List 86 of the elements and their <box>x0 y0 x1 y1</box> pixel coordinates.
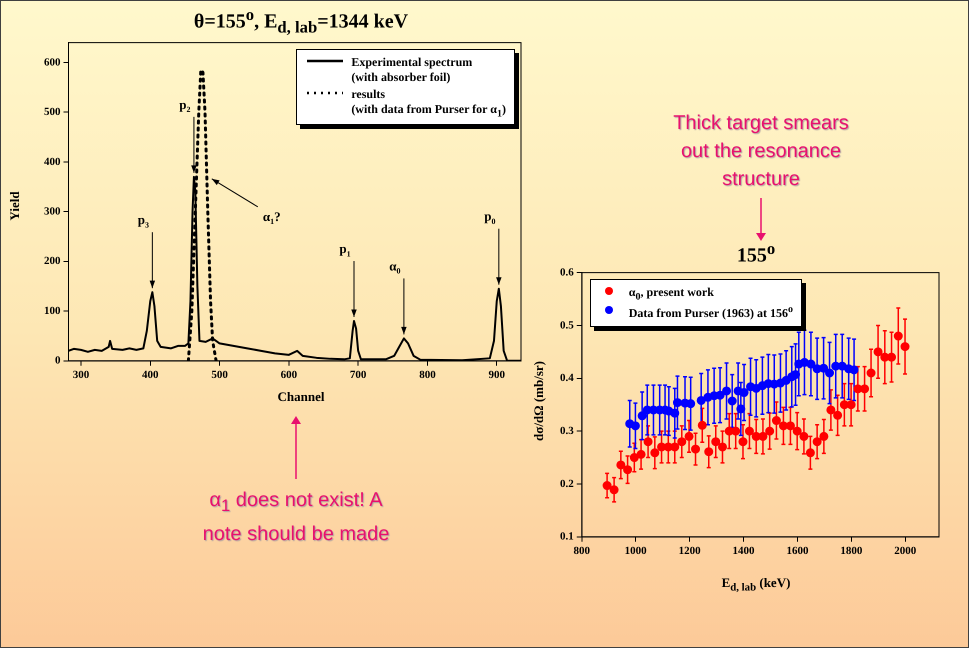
x-tick-label: 400 <box>142 369 160 382</box>
point <box>670 408 680 418</box>
y-tick-label: 100 <box>44 304 61 317</box>
x-tick-label: 1800 <box>840 545 863 558</box>
point <box>684 432 694 441</box>
x-tick-label: 1000 <box>624 545 648 558</box>
point <box>819 364 828 373</box>
legend-label: results (with data from Purser for α$_{1}$) <box>351 86 506 119</box>
x-tick-label: 500 <box>211 369 228 382</box>
point <box>650 448 660 458</box>
point <box>806 448 815 458</box>
y-tick-label: 0.1 <box>560 530 574 543</box>
point <box>826 405 836 414</box>
x-tick-label: 300 <box>72 369 90 382</box>
y-tick-label: 200 <box>44 255 61 268</box>
x-tick-label: 1400 <box>732 545 756 558</box>
point <box>704 447 714 456</box>
point <box>610 485 619 494</box>
point <box>686 399 696 408</box>
point <box>691 444 700 454</box>
point <box>866 368 876 378</box>
point <box>819 432 828 441</box>
point <box>696 396 706 405</box>
y-tick-label: 300 <box>44 205 61 218</box>
legend-label: Experimental spectrum (with absorber foil) <box>351 54 472 85</box>
point <box>736 404 746 414</box>
y-tick-label: 0.5 <box>560 319 574 332</box>
point <box>718 442 727 452</box>
point <box>846 400 856 410</box>
x-tick-label: 1600 <box>786 545 809 558</box>
point <box>765 426 774 436</box>
point <box>638 411 647 420</box>
legend-label: Data from Purser (1963) at 156$^{o}$ <box>628 304 793 321</box>
point <box>744 426 754 436</box>
point <box>772 416 781 426</box>
y-axis-title: Yield <box>7 191 23 221</box>
point <box>672 398 682 408</box>
point <box>623 465 632 474</box>
point <box>677 437 686 446</box>
x-tick-label: 1200 <box>678 545 702 558</box>
y-tick-label: 600 <box>44 56 61 68</box>
y-tick-label: 0.6 <box>560 266 574 278</box>
point <box>630 453 639 462</box>
point <box>894 332 903 341</box>
x-tick-label: 900 <box>488 369 506 382</box>
point <box>728 396 737 406</box>
x-tick-label: 600 <box>280 369 298 382</box>
y-tick-label: 0.2 <box>560 478 574 490</box>
point <box>616 460 626 470</box>
point <box>825 368 834 378</box>
point <box>716 390 725 400</box>
point <box>602 481 612 490</box>
point <box>738 437 748 446</box>
y-axis-title: dσ/dΩ (mb/sr) <box>531 361 547 441</box>
point <box>806 360 816 369</box>
x-tick-label: 2000 <box>894 545 917 558</box>
chart-title: θ=155$^{o}$, E$_{d, lab}$=1344 keV <box>192 5 410 38</box>
y-tick-label: 0.4 <box>560 372 574 384</box>
point <box>792 426 802 436</box>
point <box>711 437 720 446</box>
point <box>722 386 732 396</box>
point <box>636 450 646 459</box>
point <box>630 421 640 430</box>
x-tick-label: 700 <box>350 369 367 382</box>
legend-label: α$_{0}$, present work <box>628 284 714 302</box>
text: α$_{1}$ does not exist! A note should be made <box>202 488 390 547</box>
point <box>860 384 870 394</box>
y-tick-label: 400 <box>44 156 61 168</box>
point <box>833 410 842 420</box>
point <box>874 347 883 356</box>
point <box>644 437 653 446</box>
point <box>900 342 910 352</box>
point <box>850 365 859 374</box>
point <box>799 432 808 441</box>
y-tick-label: 0.3 <box>560 424 574 437</box>
text: Thick target smears out the resonance structure <box>672 111 850 192</box>
point <box>812 437 822 446</box>
x-axis-title: Channel <box>276 389 326 405</box>
point <box>698 420 707 430</box>
point <box>887 352 896 362</box>
x-tick-label: 800 <box>574 545 590 558</box>
x-tick-label: 800 <box>419 369 436 382</box>
chart-title: 155$^{o}$ <box>736 239 776 268</box>
x-axis-title: E$_{d, lab}$ (keV) <box>720 575 792 594</box>
y-tick-label: 500 <box>44 106 61 118</box>
y-tick-label: 0 <box>55 354 61 367</box>
